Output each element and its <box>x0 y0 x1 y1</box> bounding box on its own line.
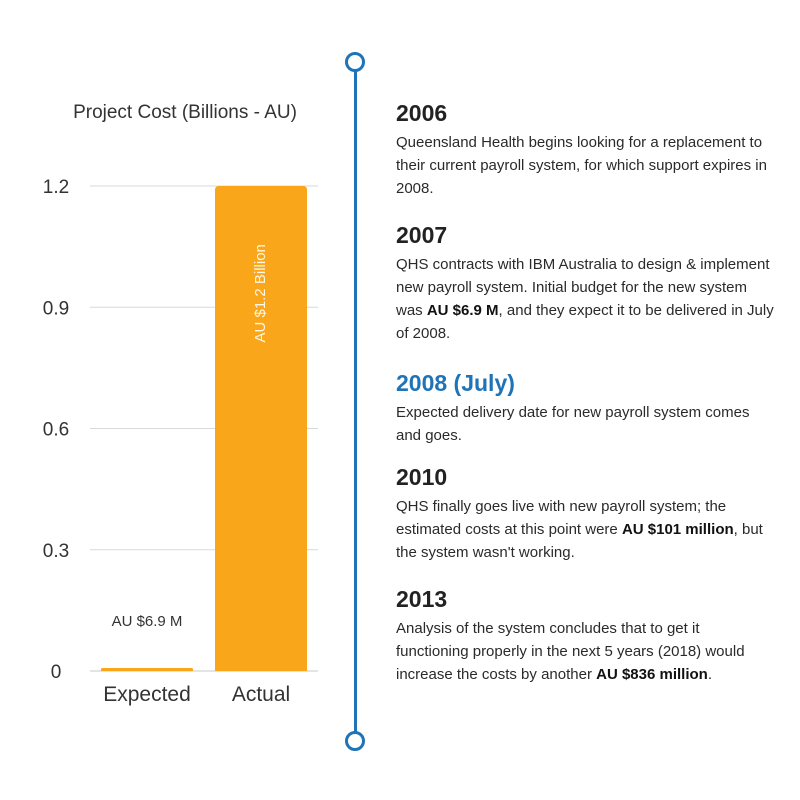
y-tick-label: 0.3 <box>43 541 69 562</box>
entry-text: Queensland Health begins looking for a r… <box>396 134 767 197</box>
x-tick-label: Actual <box>232 683 290 706</box>
entry-highlight-text: AU $836 million <box>596 666 708 683</box>
chart-title: Project Cost (Billions - AU) <box>73 102 297 123</box>
bar-actual <box>215 186 307 671</box>
timeline-entries: 2006 Queensland Health begins looking fo… <box>396 98 776 704</box>
timeline-entry-2006: 2006 Queensland Health begins looking fo… <box>396 98 776 220</box>
timeline-entry-2013: 2013 Analysis of the system concludes th… <box>396 584 776 704</box>
entry-description: QHS contracts with IBM Australia to desi… <box>396 253 776 345</box>
bar-data-label: AU $1.2 Billion <box>252 244 269 342</box>
bar-data-labels: AU $6.9 M AU $1.2 Billion <box>112 244 269 630</box>
entry-text: , but the system wasn't working. <box>396 521 763 561</box>
cost-bar-chart: Project Cost (Billions - AU) 0 0.3 0.6 0.9 1… <box>43 102 318 706</box>
timeline-entry-2010: 2010 QHS finally goes live with new payr… <box>396 462 776 584</box>
entry-year: 2006 <box>396 100 448 126</box>
y-axis-ticks: 0 0.3 0.6 0.9 1.2 <box>43 177 69 683</box>
entry-highlight-text: AU $101 million <box>621 521 734 538</box>
entry-highlight-text: AU $6.9 M <box>426 302 499 319</box>
timeline-end-dot <box>345 731 365 751</box>
entry-text: , and they expect it to be delivered in … <box>396 302 774 342</box>
bar-data-label: AU $6.9 M <box>112 613 183 630</box>
entry-year: 2010 <box>396 464 448 490</box>
entry-text: Analysis of the system concludes that to… <box>396 620 745 683</box>
entry-year: 2007 <box>396 222 448 248</box>
timeline-entry-2007: 2007 QHS contracts with IBM Australia to… <box>396 220 776 368</box>
x-tick-label: Expected <box>103 683 191 706</box>
entry-text: Expected delivery date for new payroll s… <box>396 404 750 444</box>
timeline-entry-2008-july: 2008 (July) Expected delivery date for n… <box>396 368 776 462</box>
entry-year: 2013 <box>396 586 448 612</box>
entry-text: . <box>707 666 712 683</box>
chart-bars <box>101 186 307 671</box>
y-tick-label: 0.6 <box>43 420 69 441</box>
entry-text: QHS contracts with IBM Australia to desi… <box>396 256 770 319</box>
timeline-start-dot <box>345 52 365 72</box>
x-axis-labels: Expected Actual <box>103 683 290 706</box>
y-tick-label: 1.2 <box>43 177 69 198</box>
y-tick-label: 0 <box>51 662 62 683</box>
entry-text: QHS finally goes live with new payroll s… <box>396 498 727 538</box>
entry-description: Expected delivery date for new payroll s… <box>396 401 776 447</box>
entry-description: QHS finally goes live with new payroll s… <box>396 495 776 564</box>
bar-expected <box>101 668 193 671</box>
entry-description: Queensland Health begins looking for a r… <box>396 131 776 200</box>
entry-description: Analysis of the system concludes that to… <box>396 617 776 686</box>
y-tick-label: 0.9 <box>43 298 69 319</box>
timeline-line <box>354 68 357 734</box>
entry-year: 2008 (July) <box>396 370 515 396</box>
